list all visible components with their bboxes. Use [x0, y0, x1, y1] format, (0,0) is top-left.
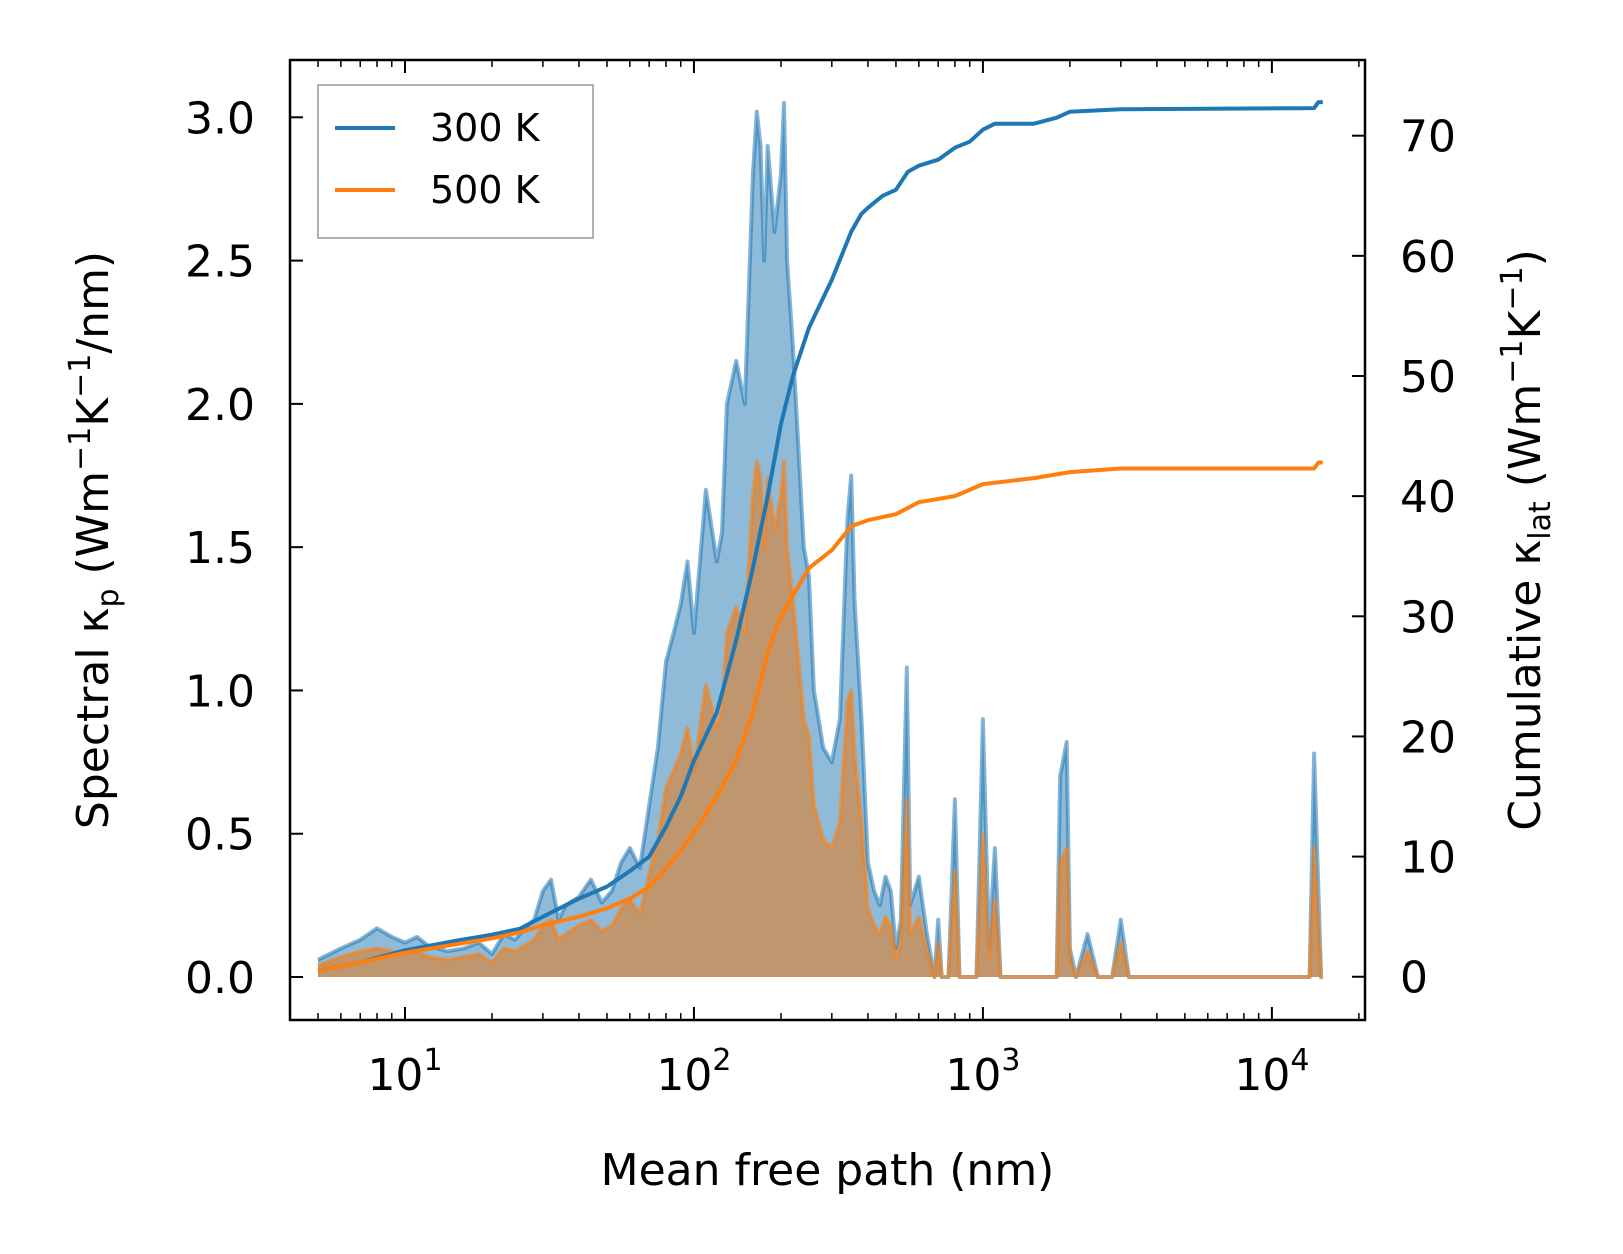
- spectral-area-500k: [318, 461, 1323, 977]
- x-axis-label: Mean free path (nm): [601, 1145, 1055, 1196]
- legend-box: [317, 84, 594, 239]
- y-right-tick-label: 10: [1400, 833, 1456, 884]
- x-tick-base: 10: [1234, 1050, 1290, 1101]
- cumulative-line-300k: [317, 100, 1323, 973]
- y-left-axis-label-unit-open: (Wm: [68, 471, 119, 589]
- y-left-axis-label-subscript: p: [91, 588, 126, 607]
- y-left-axis-label-sup1: −1: [63, 427, 98, 471]
- x-tick-exponent: 2: [712, 1043, 731, 1078]
- x-tick-base: 10: [367, 1050, 423, 1101]
- y-right-tick-label: 70: [1400, 112, 1456, 163]
- y-left-tick-label: 1.5: [185, 523, 255, 574]
- spectral-line-300k: [317, 101, 1324, 979]
- x-tick-label: 104: [1234, 1043, 1309, 1101]
- x-tick-label: 101: [367, 1043, 442, 1101]
- y-left-tick-label: 1.0: [185, 666, 255, 717]
- x-tick-exponent: 3: [1001, 1043, 1020, 1078]
- plot-frame: [288, 58, 1367, 1022]
- y-left-axis-label-sup2: −1: [63, 354, 98, 398]
- y-left-tick-label: 2.0: [185, 380, 255, 431]
- cumulative-line-500k: [317, 460, 1323, 973]
- y-left-axis-label: Spectral κp (Wm−1K−1/nm): [63, 251, 126, 829]
- x-tick-exponent: 1: [423, 1043, 442, 1078]
- y-right-axis-label-unit-open: (Wm: [1500, 384, 1551, 502]
- y-right-axis-label-base: Cumulative κ: [1500, 540, 1551, 831]
- legend-label: 500 K: [430, 168, 541, 212]
- y-right-tick-label: 20: [1400, 712, 1456, 763]
- x-tick-label: 103: [945, 1043, 1020, 1101]
- x-tick-label: 102: [656, 1043, 731, 1101]
- y-left-axis-label-base: Spectral κ: [68, 608, 119, 830]
- spectral-area-300k: [318, 103, 1323, 977]
- y-right-tick-label: 0: [1400, 953, 1428, 1004]
- y-right-axis-label: Cumulative κlat (Wm−1K−1): [1495, 249, 1558, 831]
- y-left-tick-label: 3.0: [185, 93, 255, 144]
- x-tick-base: 10: [945, 1050, 1001, 1101]
- y-right-tick-label: 40: [1400, 472, 1456, 523]
- x-tick-base: 10: [656, 1050, 712, 1101]
- y-left-axis-label-unit-close: /nm): [68, 251, 119, 354]
- y-right-axis-label-sup2: −1: [1495, 266, 1530, 310]
- x-tick-exponent: 4: [1290, 1043, 1309, 1078]
- y-left-tick-label: 2.5: [185, 237, 255, 288]
- y-right-axis-label-mid: K: [1500, 309, 1551, 339]
- y-left-tick-label: 0.5: [185, 810, 255, 861]
- y-right-axis-label-unit-close: ): [1500, 249, 1551, 266]
- y-right-tick-label: 30: [1400, 592, 1456, 643]
- y-left-axis-label-mid: K: [68, 397, 119, 427]
- y-right-axis-label-subscript: lat: [1523, 501, 1558, 540]
- y-left-tick-label: 0.0: [185, 953, 255, 1004]
- legend-label: 300 K: [430, 106, 541, 150]
- y-right-tick-label: 60: [1400, 232, 1456, 283]
- y-right-tick-label: 50: [1400, 352, 1456, 403]
- y-right-axis-label-sup1: −1: [1495, 339, 1530, 383]
